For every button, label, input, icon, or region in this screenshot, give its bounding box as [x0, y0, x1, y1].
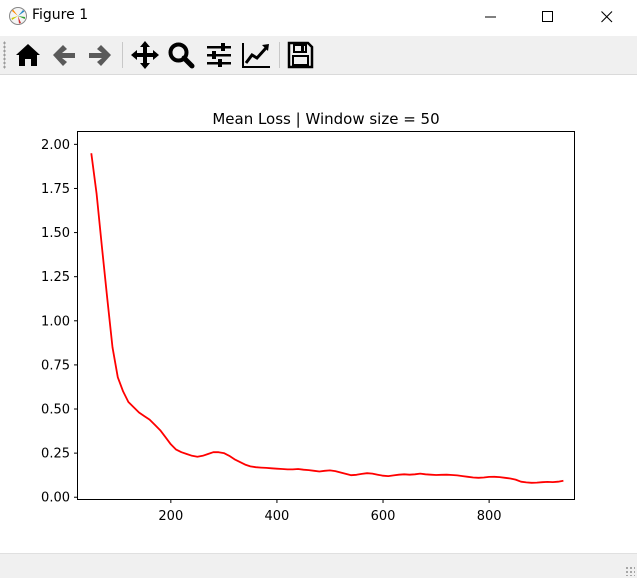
toolbar-separator — [122, 42, 123, 68]
back-button[interactable] — [48, 39, 82, 71]
y-tick-label: 0.00 — [41, 491, 70, 506]
save-button[interactable] — [284, 39, 318, 71]
y-axis: 0.00 0.25 0.50 0.75 1.00 1.25 1.50 1.75 2.00 — [41, 138, 78, 506]
y-tick-label: 1.25 — [41, 270, 70, 285]
y-tick-label: 1.00 — [41, 314, 70, 329]
edit-axis-icon — [242, 43, 270, 68]
y-tick-label: 2.00 — [41, 138, 70, 153]
x-tick-label: 800 — [477, 509, 502, 524]
zoom-icon — [168, 42, 195, 69]
pan-button[interactable] — [129, 39, 163, 71]
minimize-icon — [485, 16, 496, 18]
save-icon — [287, 41, 314, 69]
back-icon — [53, 45, 75, 66]
status-bar — [0, 553, 637, 578]
loss-chart[interactable]: Mean Loss | Window size = 50 0.00 0.25 0.5… — [0, 75, 637, 552]
home-button[interactable] — [12, 39, 46, 71]
minimize-button[interactable] — [468, 0, 514, 34]
maximize-button[interactable] — [525, 0, 571, 34]
pan-icon — [131, 41, 159, 69]
toolbar-separator — [279, 42, 280, 68]
navigation-toolbar — [0, 36, 637, 75]
y-tick-label: 1.50 — [41, 226, 70, 241]
x-tick-label: 600 — [371, 509, 396, 524]
resize-grip[interactable] — [625, 566, 635, 576]
y-tick-label: 1.75 — [41, 182, 70, 197]
close-button[interactable] — [584, 0, 630, 34]
forward-icon — [89, 45, 111, 66]
x-tick-label: 200 — [158, 509, 183, 524]
subplots-button[interactable] — [203, 39, 237, 71]
close-icon — [601, 11, 613, 23]
forward-button[interactable] — [84, 39, 118, 71]
x-axis: 200 400 600 800 — [158, 499, 502, 524]
figure-canvas[interactable]: Mean Loss | Window size = 50 0.00 0.25 0.5… — [0, 75, 637, 552]
zoom-button[interactable] — [165, 39, 199, 71]
maximize-icon — [542, 11, 553, 22]
mean-loss-line — [90, 153, 564, 484]
edit-axis-button[interactable] — [240, 39, 274, 71]
plot-frame — [77, 131, 575, 500]
window-title: Figure 1 — [32, 7, 89, 23]
y-tick-label: 0.25 — [41, 447, 70, 462]
y-tick-label: 0.50 — [41, 403, 70, 418]
home-icon — [16, 44, 40, 66]
subplots-icon — [207, 43, 231, 67]
title-bar: Figure 1 — [0, 0, 637, 34]
series-group — [90, 153, 564, 484]
chart-title: Mean Loss | Window size = 50 — [212, 110, 439, 128]
toolbar-grip[interactable] — [3, 41, 6, 69]
matplotlib-icon — [9, 7, 27, 25]
x-tick-label: 400 — [265, 509, 290, 524]
y-tick-label: 0.75 — [41, 358, 70, 373]
